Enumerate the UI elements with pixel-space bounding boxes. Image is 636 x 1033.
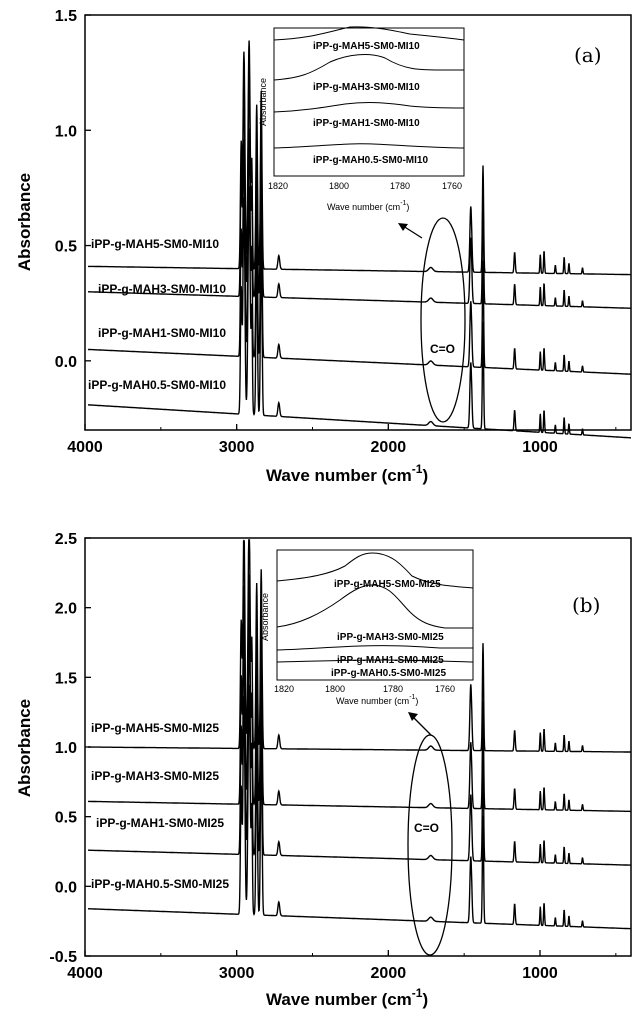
panel-b-xticks: 4000 3000 2000 1000 xyxy=(67,950,617,982)
inset-series-label: iPP-g-MAH3-SM0-MI10 xyxy=(313,82,420,93)
inset-tick-label: 1800 xyxy=(329,181,349,191)
panel-a-x-axis-title: Wave number (cm-1) xyxy=(266,462,428,485)
inset-tick-label: 1780 xyxy=(383,684,403,694)
inset-x-label: Wave number (cm-1) xyxy=(336,694,418,706)
inset-series-label: iPP-g-MAH1-SM0-MI25 xyxy=(337,655,444,666)
x-tick-label: 4000 xyxy=(67,965,103,982)
spectrum-line xyxy=(88,40,631,276)
panel-b-carbonyl-label: C=O xyxy=(414,821,439,835)
panel-b-inset-frame xyxy=(276,549,474,681)
inset-tick-label: 1760 xyxy=(442,181,462,191)
x-tick-label: 3000 xyxy=(219,965,255,982)
panel-a: 4000 3000 2000 1000 0.0 0.5 1.0 1.5 (a) iPP-g-… xyxy=(15,8,632,485)
inset-curve-mah3 xyxy=(276,584,473,629)
y-tick-label: 2.5 xyxy=(55,531,77,548)
x-tick-label: 3000 xyxy=(219,439,255,456)
x-tick-label: 2000 xyxy=(371,439,407,456)
x-tick-label: 1000 xyxy=(522,965,558,982)
inset-series-label: iPP-g-MAH0.5-SM0-MI10 xyxy=(313,155,428,166)
y-tick-label: 1.0 xyxy=(55,123,77,140)
panel-b-arrow-head xyxy=(408,712,418,721)
x-tick-label: 2000 xyxy=(371,965,407,982)
spectrum-line xyxy=(88,68,631,309)
inset-series-label: iPP-g-MAH5-SM0-MI10 xyxy=(313,41,420,52)
panel-a-series-label: iPP-g-MAH5-SM0-MI10 xyxy=(91,237,219,251)
x-tick-label: 1000 xyxy=(522,439,558,456)
panel-a-series-label: iPP-g-MAH1-SM0-MI10 xyxy=(98,326,226,340)
inset-curve-mah05 xyxy=(276,659,474,663)
inset-y-label: Absorbance xyxy=(260,593,270,641)
panel-b-carbonyl-ellipse xyxy=(407,734,453,956)
inset-series-label: iPP-g-MAH5-SM0-MI25 xyxy=(334,579,441,590)
y-tick-label: 1.0 xyxy=(55,740,77,757)
inset-tick-label: 1820 xyxy=(274,684,294,694)
spectrum-line xyxy=(88,186,631,439)
y-tick-label: 0.5 xyxy=(55,810,77,827)
inset-curve-mah5 xyxy=(273,26,465,41)
panel-a-plot-frame xyxy=(84,14,632,431)
panel-a-curves xyxy=(87,40,631,439)
panel-a-label: (a) xyxy=(574,43,602,67)
panel-b-y-axis-title: Absorbance xyxy=(15,699,34,797)
y-tick-label: 0.5 xyxy=(55,239,77,256)
panel-b-x-axis-title: Wave number (cm-1) xyxy=(266,986,428,1009)
panel-a-xticks: 4000 3000 2000 1000 xyxy=(67,424,617,456)
inset-y-label: Absorbance xyxy=(258,78,268,126)
x-tick-label: 4000 xyxy=(67,439,103,456)
spectrum-line xyxy=(88,624,632,866)
panel-a-y-axis-title: Absorbance xyxy=(15,173,34,271)
panel-b-series-label: iPP-g-MAH0.5-SM0-MI25 xyxy=(91,877,229,891)
panel-b-curves xyxy=(88,539,632,930)
panel-a-series-label: iPP-g-MAH3-SM0-MI10 xyxy=(98,282,226,296)
spectrum-line xyxy=(88,574,631,813)
spectrum-line xyxy=(87,128,631,375)
y-tick-label: -0.5 xyxy=(49,949,77,966)
spectrum-line xyxy=(88,539,631,753)
panel-b-inset: iPP-g-MAH5-SM0-MI25 iPP-g-MAH3-SM0-MI25 … xyxy=(260,549,474,706)
panel-b-series-label: iPP-g-MAH3-SM0-MI25 xyxy=(91,769,219,783)
inset-x-label: Wave number (cm-1) xyxy=(327,200,409,212)
panel-a-carbonyl-label: C=O xyxy=(430,342,455,356)
spectrum-line xyxy=(88,684,631,930)
panel-b-series-label: iPP-g-MAH1-SM0-MI25 xyxy=(96,816,224,830)
y-tick-label: 2.0 xyxy=(55,601,77,618)
panel-a-series-label: iPP-g-MAH0.5-SM0-MI10 xyxy=(88,378,226,392)
panel-a-inset: iPP-g-MAH5-SM0-MI10 iPP-g-MAH3-SM0-MI10 … xyxy=(258,26,465,212)
inset-tick-label: 1780 xyxy=(390,181,410,191)
inset-tick-label: 1760 xyxy=(435,684,455,694)
inset-tick-label: 1820 xyxy=(268,181,288,191)
inset-curve-mah5 xyxy=(276,552,474,589)
inset-curve-mah05 xyxy=(273,143,465,149)
panel-b-yticks: -0.5 0.0 0.5 1.0 1.5 2.0 2.5 xyxy=(49,531,91,966)
panel-a-arrow-head xyxy=(398,223,408,231)
y-tick-label: 0.0 xyxy=(55,354,77,371)
inset-series-label: iPP-g-MAH0.5-SM0-MI25 xyxy=(331,668,446,679)
panel-b-label: (b) xyxy=(572,593,600,617)
y-tick-label: 0.0 xyxy=(55,879,77,896)
panel-a-carbonyl-ellipse xyxy=(420,217,466,423)
inset-tick-label: 1800 xyxy=(325,684,345,694)
inset-curve-mah1 xyxy=(276,645,473,651)
inset-curve-mah1 xyxy=(273,102,465,113)
inset-series-label: iPP-g-MAH1-SM0-MI10 xyxy=(313,118,420,129)
inset-series-label: iPP-g-MAH3-SM0-MI25 xyxy=(337,632,444,643)
panel-a-inset-frame xyxy=(273,27,465,177)
panel-b: 4000 3000 2000 1000 -0.50.00.51.01.52.02.5 … xyxy=(15,531,632,1009)
panel-b-series-label: iPP-g-MAH5-SM0-MI25 xyxy=(91,721,219,735)
inset-curve-mah3 xyxy=(273,54,464,81)
panel-a-yticks: 0.0 0.5 1.0 1.5 xyxy=(55,8,91,371)
y-tick-label: 1.5 xyxy=(55,8,77,25)
y-tick-label: 1.5 xyxy=(55,670,77,687)
